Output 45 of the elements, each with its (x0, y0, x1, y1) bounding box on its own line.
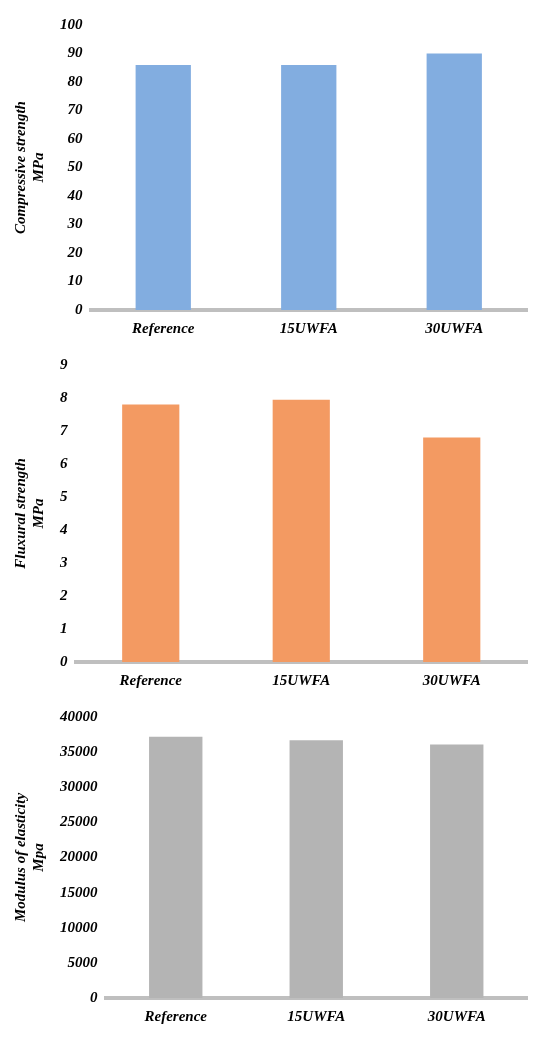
y-tick-label: 6 (60, 454, 68, 471)
x-tick-label: Reference (131, 319, 195, 336)
y-tick-label: 35000 (59, 743, 98, 759)
x-tick-label: Reference (143, 1007, 208, 1024)
y-tick-label: 100 (60, 15, 83, 32)
y-tick-label: 50 (67, 158, 83, 175)
bar (423, 437, 481, 662)
x-tick-label: Reference (118, 671, 183, 688)
y-tick-label: 5 (60, 487, 68, 504)
y-tick-label: 60 (67, 129, 83, 146)
y-tick-label: 70 (67, 101, 83, 118)
y-tick-label: 1 (60, 619, 68, 636)
y-tick-label: 25000 (59, 813, 98, 830)
y-tick-label: 0 (90, 988, 98, 1005)
y-axis-title: Compressive strength MPa (11, 101, 46, 234)
y-tick-label: 0 (60, 652, 68, 669)
y-tick-label: 10 (67, 272, 83, 289)
y-tick-label: 40 (66, 186, 83, 203)
y-tick-label: 15000 (60, 883, 98, 900)
y-tick-label: 90 (67, 44, 83, 61)
bar (122, 404, 180, 662)
x-tick-label: 30UWFA (421, 671, 481, 688)
y-tick-label: 10000 (60, 918, 98, 935)
y-tick-label: 9 (60, 355, 68, 372)
y-tick-label: 40000 (59, 707, 98, 724)
y-tick-label: 2 (59, 586, 68, 603)
y-tick-label: 7 (60, 421, 68, 438)
y-tick-label: 0 (75, 300, 83, 317)
y-tick-label: 30 (66, 215, 83, 232)
x-tick-label: 15UWFA (272, 671, 331, 688)
y-tick-label: 8 (60, 388, 68, 405)
y-tick-label: 5000 (67, 953, 98, 970)
y-tick-label: 30000 (59, 778, 98, 795)
y-tick-label: 4 (59, 520, 68, 537)
y-tick-label: 20000 (59, 848, 98, 865)
x-tick-label: 15UWFA (287, 1007, 346, 1024)
y-axis-title: Modulus of elasticity Mpa (11, 792, 46, 924)
y-tick-label: 20 (66, 243, 83, 260)
bar (272, 399, 330, 662)
y-axis-title: Fluxural strength MPa (11, 458, 46, 570)
y-tick-label: 80 (67, 72, 83, 89)
x-tick-label: 15UWFA (279, 319, 338, 336)
y-tick-label: 3 (59, 553, 68, 570)
x-tick-label: 30UWFA (424, 319, 484, 336)
x-tick-label: 30UWFA (426, 1007, 486, 1024)
